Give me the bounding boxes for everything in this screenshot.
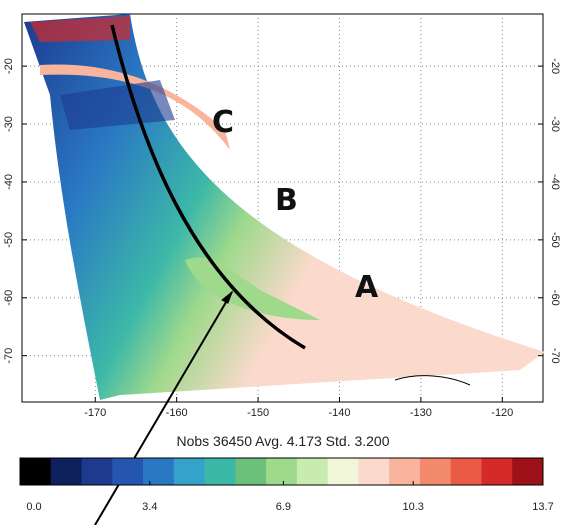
y-tick-label: -30 [549,116,561,132]
stats: Nobs 36450 Avg. 4.173 Std. 3.200 [176,433,389,449]
colorbar-swatch [50,458,83,485]
colorbar-tick-label: 6.9 [276,501,291,513]
colorbar-swatch [481,458,513,485]
colorbar-swatch [81,458,113,485]
colorbar-swatch [389,458,421,485]
x-tick-label: -170 [84,407,106,419]
y-tick-label: -20 [549,58,561,74]
x-tick-label: -160 [166,407,188,419]
x-tick-label: -150 [247,407,269,419]
annotation: C [212,105,234,140]
colorbar-swatch [358,458,390,485]
colorbar-swatch [112,458,144,485]
arrow-head [221,290,234,304]
colorbar-swatch [327,458,359,485]
x-tick-label: -120 [491,407,513,419]
colorbar-swatch [235,458,267,485]
swath-band [30,16,130,42]
colorbar-swatch [266,458,298,485]
colorbar-tick-label: 3.4 [142,501,157,513]
swath-band [40,64,230,150]
annotation: B [275,183,298,218]
curve [110,24,306,350]
y-tick-label: -20 [3,58,15,74]
arrow [94,291,233,526]
x-tick-label: -140 [328,407,350,419]
y-tick-label: -40 [549,174,561,190]
colorbar-swatch [143,458,175,485]
coastline [394,375,471,386]
colorbar-swatch [204,458,236,485]
y-tick-label: -30 [3,116,15,132]
colorbar-tick-label: 13.7 [532,501,553,513]
colorbar-swatch [512,458,544,485]
swath-band [60,80,175,130]
colorbar-tick-label: 0.0 [26,501,41,513]
y-tick-label: -70 [3,348,15,364]
colorbar-tick-label: 10.3 [402,501,423,513]
y-tick-label: -50 [3,232,15,248]
annotation: A [355,270,379,305]
colorbar-swatch [450,458,482,485]
colorbar: 0.0 3.4 6.9 10.3 13.7 [19,457,554,513]
y-tick-label: -40 [3,174,15,190]
colorbar-swatch [296,458,329,485]
colorbar-swatch [419,458,452,485]
y-tick-label: -70 [549,348,561,364]
x-tick-label: -130 [410,407,432,419]
y-tick-label: -60 [3,290,15,306]
y-tick-label: -50 [549,232,561,248]
colorbar-frame [19,457,544,486]
y-tick-label: -60 [549,290,561,306]
colorbar-swatch [20,458,52,485]
colorbar-swatch [173,458,206,485]
